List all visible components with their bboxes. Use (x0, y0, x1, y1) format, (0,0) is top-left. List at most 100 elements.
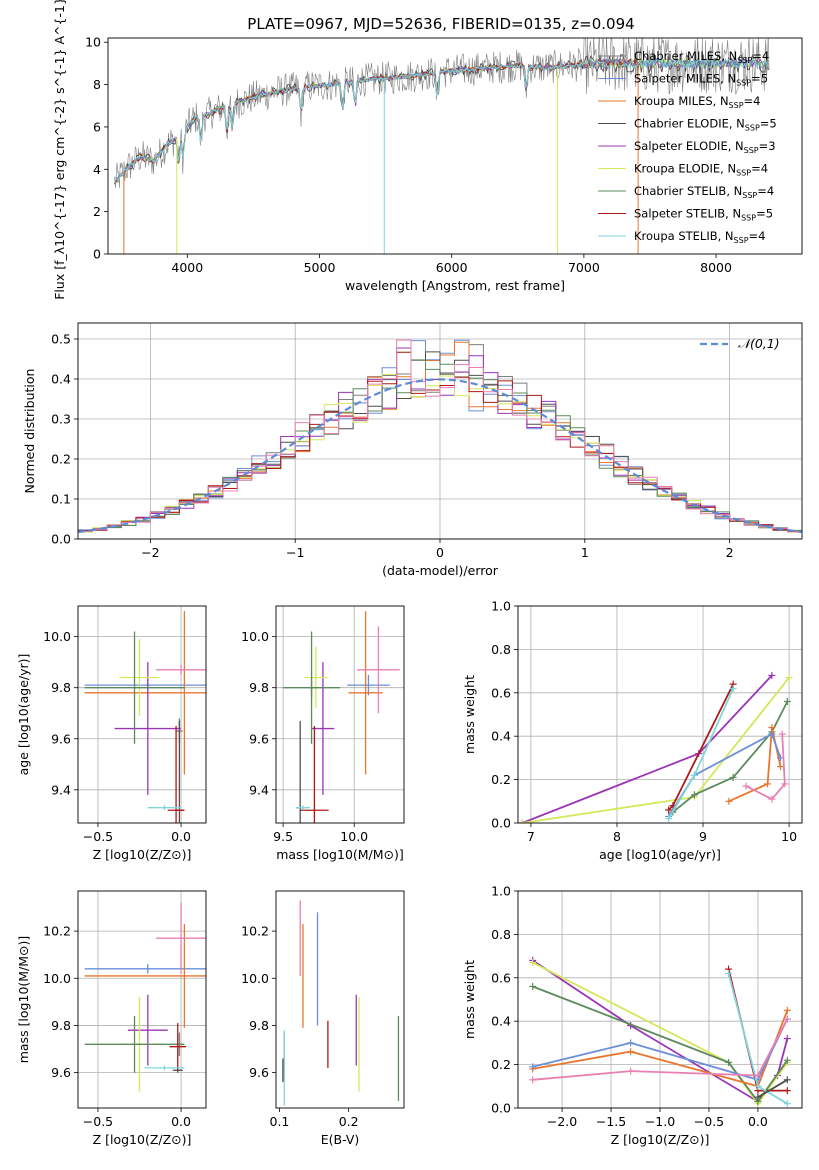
legend-entry: Kroupa STELIB, NSSP=4 (634, 229, 765, 245)
legend-subscript: SSP (734, 236, 749, 245)
plot-area (114, 38, 770, 254)
legend-subscript: SSP (742, 191, 757, 200)
x-tick-label: 5000 (304, 260, 336, 275)
legend-entry-name: Kroupa MILES, N (634, 94, 729, 108)
legend-entry-name: Salpeter ELODIE, N (634, 139, 744, 153)
legend-subscript: SSP (745, 124, 760, 133)
x-tick-label: 2 (726, 545, 734, 560)
y-tick-label: 10.0 (241, 971, 269, 986)
x-tick-label: −1.0 (645, 1114, 675, 1129)
y-tick-label: 2 (93, 204, 101, 219)
y-tick-label: 0.0 (51, 532, 71, 547)
weight-line-5 (667, 732, 782, 817)
y-tick-label: 0.0 (491, 1101, 511, 1116)
y-tick-label: 9.8 (249, 1018, 269, 1033)
weight-line-0 (521, 674, 773, 823)
y-tick-label: 0.0 (491, 816, 511, 831)
axes-frame (77, 890, 207, 1109)
legend-entry-name: Salpeter MILES, N (634, 72, 736, 86)
x-axis-label: Z [log10(Z/Z⊙)] (93, 1132, 192, 1147)
legend-entry-name: Chabrier STELIB, N (634, 184, 742, 198)
x-axis-label: wavelength [Angstrom, rest frame] (345, 278, 565, 293)
legend-entry: Salpeter STELIB, NSSP=5 (634, 207, 773, 223)
histogram-5 (78, 351, 802, 533)
x-tick-label: 0.0 (171, 1114, 191, 1129)
x-axis-label: age [log10(age/yr)] (599, 847, 721, 862)
y-tick-label: 9.6 (249, 1065, 269, 1080)
legend-subscript: SSP (737, 56, 752, 65)
legend-subscript: SSP (736, 79, 751, 88)
y-tick-label: 0.4 (51, 372, 71, 387)
x-tick-label: 0 (436, 545, 444, 560)
weight-line-7 (745, 733, 786, 801)
axes-frame (275, 605, 405, 824)
legend-entry: Salpeter ELODIE, NSSP=3 (634, 139, 776, 155)
x-tick-label: −2 (141, 545, 159, 560)
y-tick-label: 0.2 (51, 452, 71, 467)
plot-area (283, 611, 400, 823)
spectrum-panel: 4000 5000 6000 7000 8000 0 2 4 6 8 10 wavelength [A… (52, 0, 803, 300)
axes-frame (517, 605, 803, 824)
y-tick-label: 10 (85, 35, 101, 50)
y-tick-label: 10.0 (43, 971, 71, 986)
x-tick-label: 1 (581, 545, 589, 560)
y-tick-label: 1.0 (491, 599, 511, 614)
y-tick-label: 10.2 (43, 924, 71, 939)
plot-area (518, 671, 793, 823)
legend-entry-count: =4 (749, 229, 766, 243)
x-tick-label: 9.5 (273, 829, 293, 844)
legend-entry-count: =5 (751, 72, 768, 86)
x-tick-label: 0.0 (748, 1114, 768, 1129)
plot-area (84, 611, 206, 823)
weight-line-5 (532, 1018, 789, 1081)
legend-subscript: SSP (736, 169, 751, 178)
x-tick-label: 7 (527, 829, 535, 844)
figure-title: PLATE=0967, MJD=52636, FIBERID=0135, z=0… (247, 15, 634, 33)
y-tick-label: 9.4 (51, 782, 71, 797)
y-tick-label: 4 (93, 162, 101, 177)
x-axis-label: mass [log10(M/M⊙)] (276, 847, 404, 862)
y-axis-label: mass [log10(M/M⊙)] (16, 936, 31, 1064)
legend-entry-count: =4 (751, 162, 768, 176)
x-axis-label: Z [log10(Z/Z⊙)] (611, 1132, 710, 1147)
spectrum-line-8 (114, 58, 769, 182)
mass-vs-ebv-panel: 0.1 0.2 9.6 9.8 10.0 10.2 E(B-V) (241, 890, 405, 1147)
legend-entry-name: Salpeter STELIB, N (634, 207, 741, 221)
weight-vs-metallicity-panel: −2.0 −1.5 −1.0 −0.5 0.0 0.0 0.2 0.4 0.6 0.8 1.0 Z [… (462, 884, 803, 1147)
legend-entry-count: =3 (759, 139, 776, 153)
residuals-panel: −2 −1 0 1 2 0.0 0.1 0.2 0.3 0.4 0.5 (data-model)/er… (22, 322, 803, 578)
plot-area (78, 339, 802, 534)
y-tick-label: 0.8 (491, 927, 511, 942)
legend-entry: Chabrier ELODIE, NSSP=5 (634, 117, 777, 133)
y-tick-label: 0.4 (491, 729, 511, 744)
x-tick-label: −0.5 (694, 1114, 724, 1129)
y-tick-label: 10.0 (43, 629, 71, 644)
axes-frame (517, 890, 803, 1109)
legend-subscript: SSP (744, 146, 759, 155)
legend-entry-name: Kroupa ELODIE, N (634, 162, 736, 176)
plot-area (282, 900, 400, 1106)
y-tick-label: 0.2 (491, 772, 511, 787)
x-tick-label: 10 (781, 829, 797, 844)
y-tick-label: 0.3 (51, 412, 71, 427)
x-tick-label: 0.0 (171, 829, 191, 844)
legend-entry: Salpeter MILES, NSSP=5 (634, 72, 768, 88)
legend-subscript: SSP (729, 101, 744, 110)
x-tick-label: 6000 (436, 260, 468, 275)
x-axis-label: E(B-V) (321, 1132, 360, 1147)
legend-entry: Chabrier STELIB, NSSP=4 (634, 184, 774, 200)
y-axis-label: mass weight (462, 960, 477, 1039)
y-tick-label: 10.2 (241, 924, 269, 939)
x-tick-label: 9 (699, 829, 707, 844)
y-tick-label: 6 (93, 119, 101, 134)
axes-frame (77, 605, 207, 824)
x-tick-label: 8000 (700, 260, 732, 275)
y-tick-label: 0.8 (491, 642, 511, 657)
weight-line-7 (532, 1018, 789, 1081)
y-tick-label: 0.6 (491, 970, 511, 985)
y-tick-label: 0.6 (491, 685, 511, 700)
y-tick-label: 9.6 (249, 731, 269, 746)
y-tick-label: 0.5 (51, 332, 71, 347)
y-tick-label: 10.0 (241, 629, 269, 644)
